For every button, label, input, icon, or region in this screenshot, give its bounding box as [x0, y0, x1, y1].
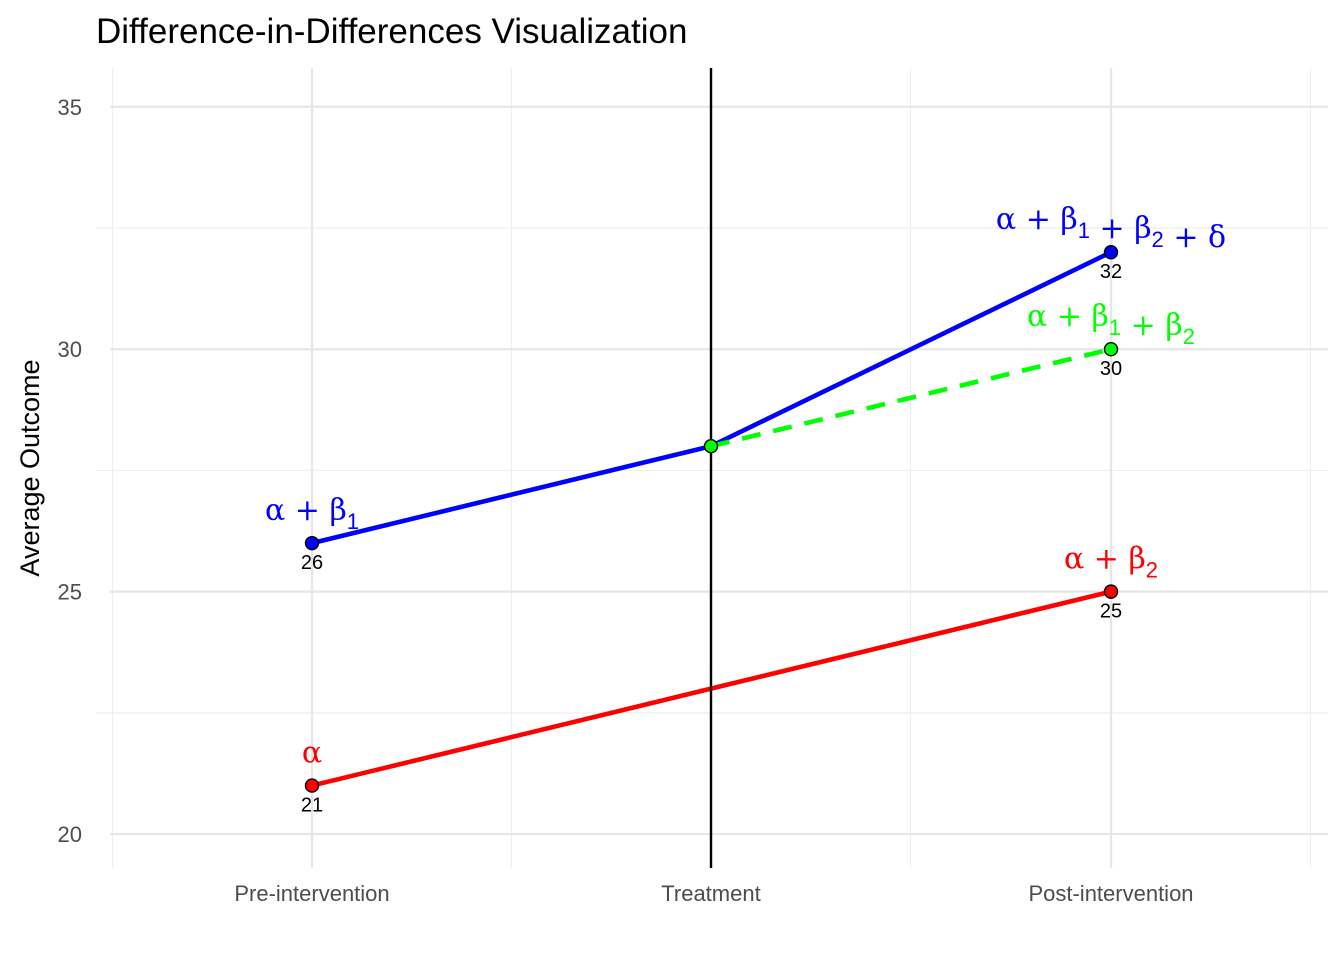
value-label: 32: [1100, 261, 1122, 283]
treated-point: [1103, 245, 1119, 260]
y-tick-label: 20: [58, 822, 82, 847]
formula-annotation: α: [302, 736, 322, 771]
counterfactual-series-line: [710, 346, 1112, 449]
y-tick-label: 35: [58, 95, 82, 120]
control-point: [304, 778, 320, 793]
axes: 20 25 30 35 Pre-intervention Treatment Post-in…: [58, 95, 1194, 906]
formula-annotation: α + β1: [265, 493, 359, 534]
value-label: 25: [1100, 601, 1122, 623]
y-tick-label: 25: [58, 580, 82, 605]
y-axis-title: Average Outcome: [15, 359, 45, 576]
x-tick-label: Pre-intervention: [234, 881, 389, 906]
formula-annotation: α + β1 + β2: [1027, 299, 1195, 349]
formula-annotation: α + β2: [1064, 542, 1158, 583]
treated-point: [304, 535, 320, 551]
formula-annotation: α + β1 + β2 + δ: [996, 202, 1226, 255]
data-points: [304, 245, 1119, 793]
x-tick-label: Treatment: [661, 881, 760, 906]
value-label: 30: [1100, 358, 1122, 380]
y-tick-label: 30: [58, 337, 82, 362]
value-label: 26: [301, 552, 323, 574]
point-labels: 21 25 26 32 30 α α + β1 α + β2 α + β1 + β2 α + β1…: [265, 202, 1226, 816]
chart-title: Difference-in-Differences Visualization: [96, 12, 687, 51]
control-point: [1103, 584, 1119, 599]
series-lines: [311, 68, 1113, 868]
counterfactual-point: [703, 438, 719, 454]
counterfactual-point: [1103, 342, 1119, 357]
value-label: 21: [301, 795, 323, 817]
x-tick-label: Post-intervention: [1028, 881, 1193, 906]
